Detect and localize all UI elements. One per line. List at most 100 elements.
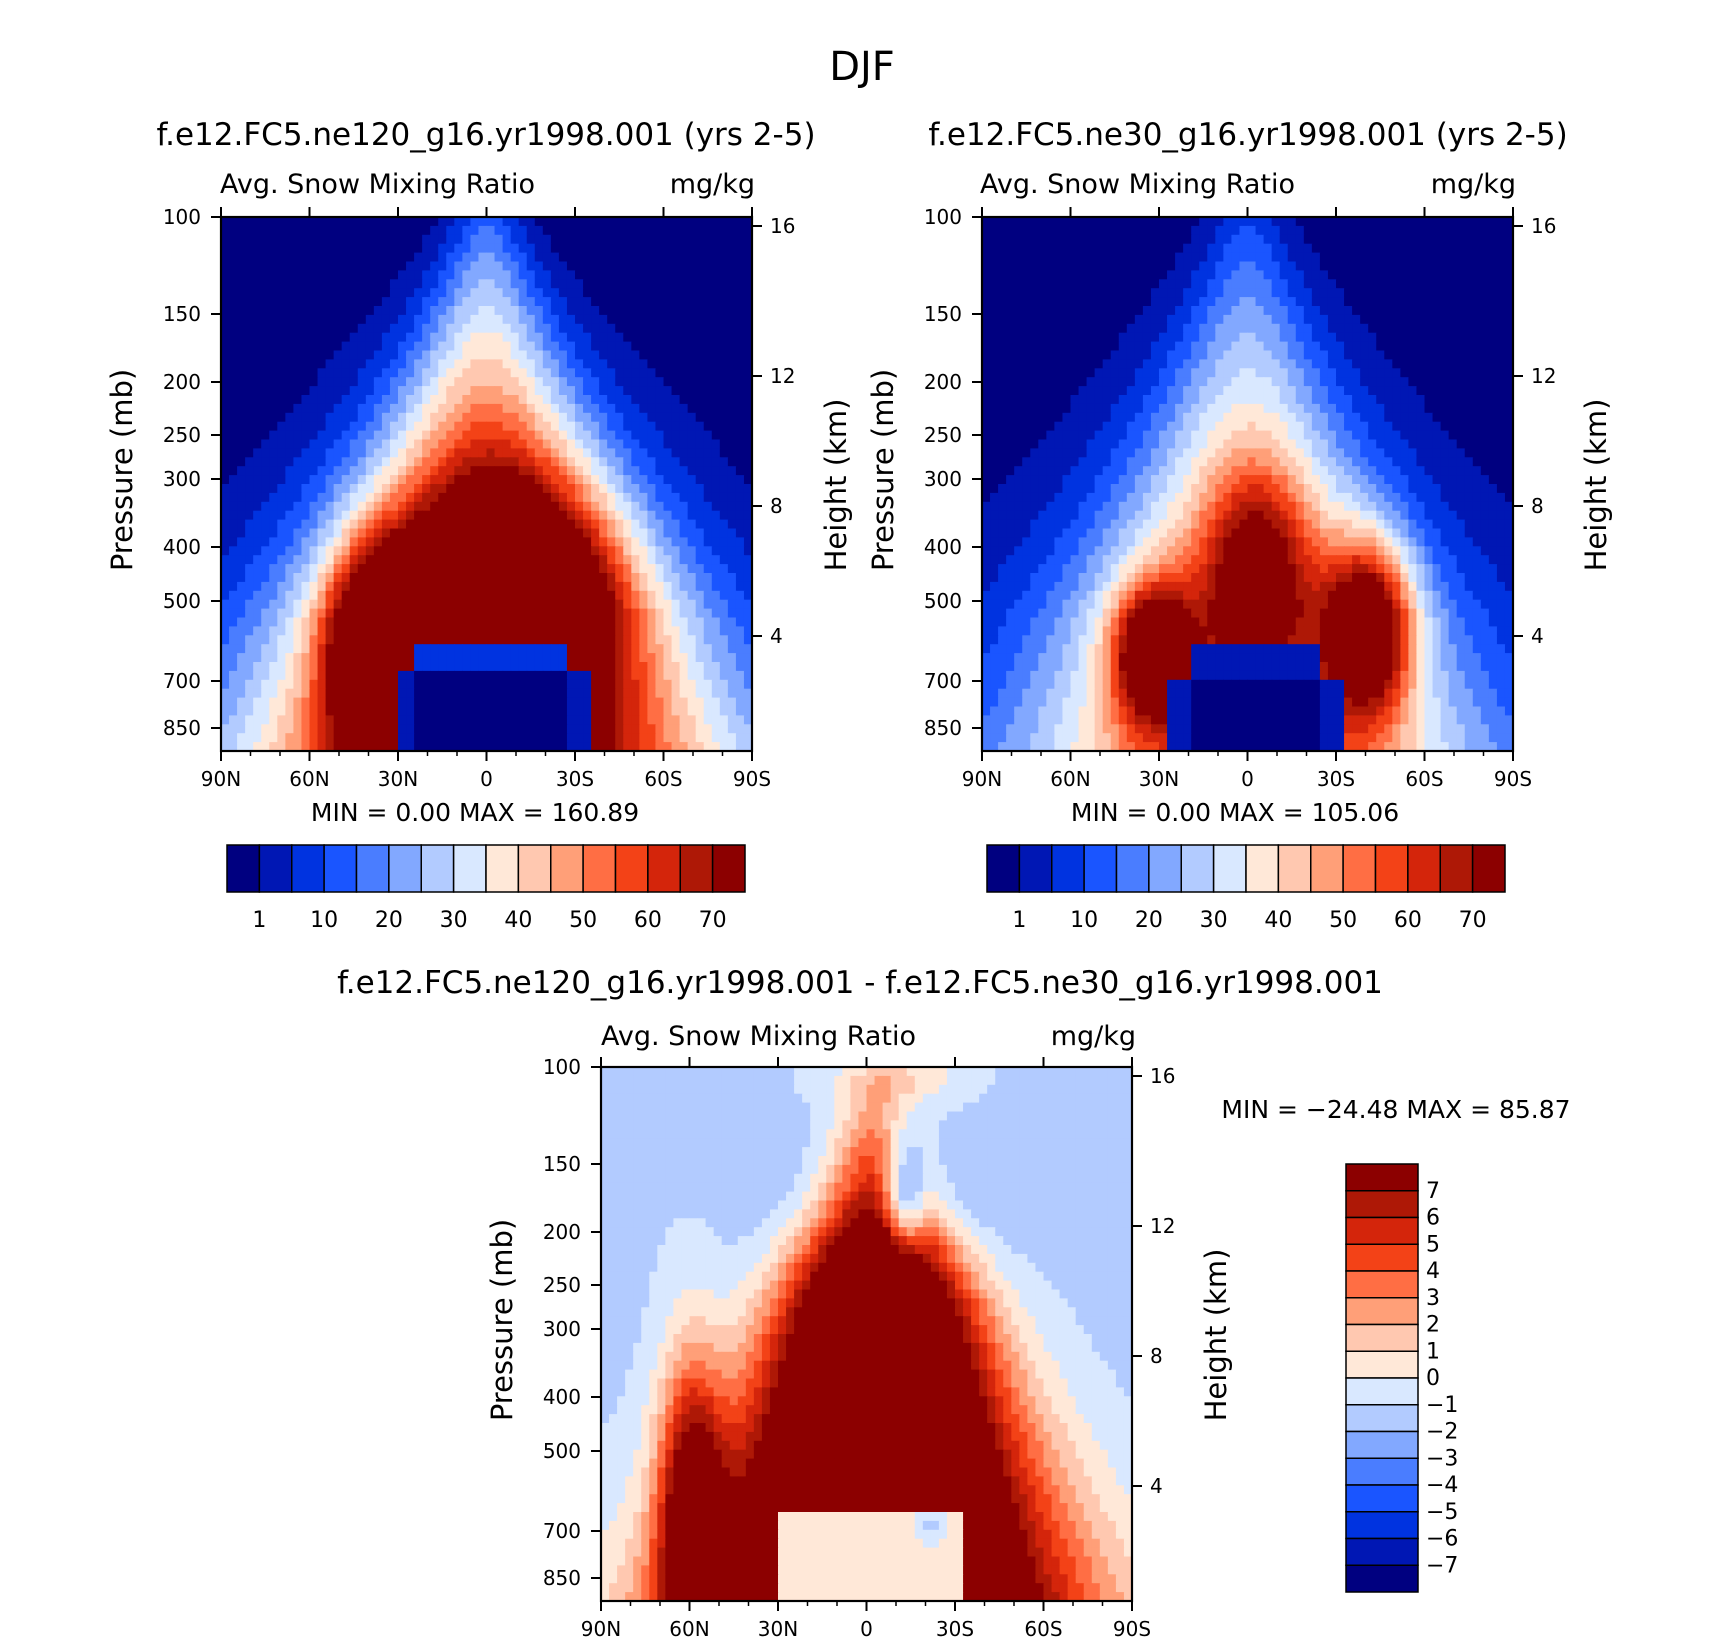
heatmap-cell [261, 555, 270, 565]
heatmap-cell [1167, 332, 1176, 343]
heatmap-cell [526, 448, 536, 458]
heatmap-cell [679, 742, 689, 752]
heatmap-cell [422, 332, 431, 343]
heatmap-cell [1448, 252, 1458, 263]
heatmap-cell [631, 733, 640, 743]
heatmap-cell [277, 715, 286, 725]
y-tick-label: 300 [163, 467, 201, 491]
heatmap-cell [1408, 288, 1418, 298]
heatmap-cell [550, 297, 560, 307]
heatmap-cell [1078, 252, 1088, 263]
heatmap-cell [631, 261, 640, 271]
heatmap-cell [277, 590, 286, 601]
heatmap-cell [711, 350, 721, 360]
heatmap-cell [1360, 261, 1369, 271]
heatmap-cell [478, 706, 488, 716]
heatmap-cell [1496, 297, 1506, 307]
heatmap-cell [381, 332, 391, 343]
heatmap-cell [655, 555, 665, 565]
heatmap-cell [575, 555, 584, 565]
heatmap-cell [462, 386, 472, 396]
heatmap-cell [277, 501, 286, 512]
heatmap-cell [542, 573, 552, 583]
heatmap-cell [518, 537, 528, 547]
colorbar-swatch [258, 844, 293, 893]
heatmap-cell [333, 234, 343, 245]
heatmap-cell [615, 519, 624, 530]
heatmap-cell [719, 306, 729, 316]
heatmap-cell [406, 341, 415, 352]
heatmap-cell [1247, 225, 1257, 236]
heatmap-cell [583, 252, 592, 263]
heatmap-cell [245, 261, 254, 271]
heatmap-cell [357, 279, 367, 289]
heatmap-cell [317, 386, 327, 396]
heatmap-cell [510, 564, 520, 574]
heatmap-cell [703, 368, 713, 378]
heatmap-cell [301, 501, 311, 512]
heatmap-cell [550, 412, 560, 423]
heatmap-cell [599, 546, 608, 556]
heatmap-cell [623, 670, 632, 681]
heatmap-cell [269, 466, 278, 476]
heatmap-cell [518, 261, 528, 271]
heatmap-cell [365, 252, 375, 263]
heatmap-cell [341, 537, 351, 547]
heatmap-cell [454, 537, 463, 547]
heatmap-cell [1215, 243, 1224, 254]
heatmap-cell [542, 617, 552, 627]
heatmap-cell [285, 644, 295, 654]
heatmap-cell [526, 573, 536, 583]
heatmap-cell [261, 279, 270, 289]
heatmap-cell [309, 288, 319, 298]
heatmap-cell [679, 644, 689, 654]
heatmap-cell [398, 484, 407, 494]
colorbar-label: 40 [504, 908, 532, 933]
heatmap-cell [341, 457, 351, 467]
heatmap-cell [566, 688, 576, 699]
heatmap-cell [687, 697, 697, 708]
heatmap-cell [623, 679, 632, 690]
heatmap-cell [277, 368, 286, 378]
heatmap-cell [695, 492, 705, 503]
heatmap-cell [623, 234, 632, 245]
heatmap-cell [285, 386, 295, 396]
heatmap-cell [1150, 323, 1160, 334]
heatmap-cell [229, 715, 238, 725]
heatmap-cell [253, 359, 262, 369]
heatmap-cell [639, 679, 649, 690]
heatmap-cell [237, 466, 246, 476]
heatmap-cell [478, 332, 488, 343]
heatmap-cell [1231, 225, 1241, 236]
heatmap-cell [293, 644, 303, 654]
heatmap-cell [430, 528, 439, 538]
heatmap-cell [1384, 314, 1393, 325]
heatmap-cell [703, 448, 713, 458]
heatmap-cell [623, 412, 632, 423]
heatmap-cell [1126, 288, 1136, 298]
heatmap-cell [1239, 225, 1249, 236]
heatmap-cell [655, 626, 665, 636]
heatmap-cell [470, 599, 480, 610]
heatmap-cell [486, 448, 496, 458]
heatmap-cell [381, 697, 391, 708]
heatmap-cell [365, 573, 375, 583]
heatmap-cell [1255, 323, 1265, 334]
heatmap-cell [253, 421, 262, 432]
heatmap-cell [446, 288, 455, 298]
heatmap-cell [446, 332, 455, 343]
heatmap-cell [671, 733, 681, 743]
heatmap-cell [1022, 332, 1031, 343]
heatmap-cell [1392, 225, 1401, 236]
heatmap-cell [639, 742, 649, 752]
heatmap-cell [365, 492, 375, 503]
heatmap-cell [414, 430, 423, 441]
heatmap-cell [1448, 234, 1458, 245]
heatmap-cell [1376, 332, 1385, 343]
heatmap-cell [1046, 261, 1056, 271]
heatmap-cell [703, 484, 713, 494]
heatmap-cell [583, 368, 592, 378]
heatmap-cell [566, 608, 576, 619]
heatmap-cell [245, 217, 254, 227]
heatmap-cell [301, 412, 311, 423]
